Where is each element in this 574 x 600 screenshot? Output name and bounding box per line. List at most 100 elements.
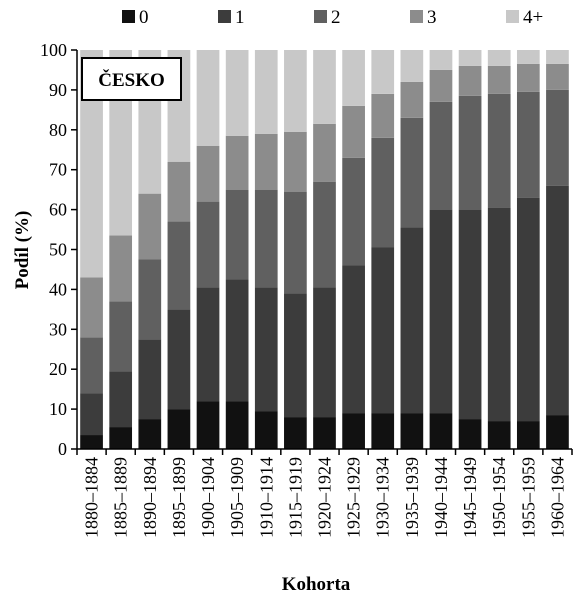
bar-2-2 (138, 259, 162, 340)
bar-0-13 (458, 419, 482, 449)
bar-3-10 (371, 93, 395, 138)
bar-3-14 (487, 65, 511, 94)
bar-3-16 (546, 63, 569, 90)
bar-2-8 (313, 181, 336, 288)
bar-4-7 (284, 50, 307, 132)
x-axis-title: Kohorta (282, 574, 351, 595)
bar-4-16 (546, 50, 569, 64)
y-axis-title: Podíl (%) (12, 211, 33, 290)
y-tick-label: 70 (49, 160, 67, 180)
bar-0-1 (109, 427, 133, 449)
bar-1-2 (138, 339, 162, 420)
panel-label: ČESKO (81, 57, 182, 101)
bar-3-4 (196, 145, 220, 202)
bar-3-8 (313, 123, 336, 182)
legend-label: 2 (331, 7, 341, 28)
bar-2-11 (400, 117, 424, 228)
bar-4-8 (313, 50, 336, 124)
x-tick-label: 1935–1939 (402, 457, 422, 538)
panel-label-text: ČESKO (98, 69, 165, 91)
legend-label: 0 (139, 7, 149, 28)
bar-4-12 (429, 50, 453, 70)
bar-3-5 (225, 135, 249, 190)
bar-2-7 (284, 191, 307, 294)
bar-1-7 (284, 293, 307, 418)
x-tick-label: 1905–1909 (227, 457, 247, 538)
bar-4-15 (516, 50, 540, 64)
bar-0-9 (342, 413, 365, 449)
bar-0-15 (516, 421, 540, 449)
bar-2-5 (225, 189, 249, 280)
bar-4-11 (400, 50, 424, 82)
bars (80, 50, 569, 449)
bar-2-4 (196, 201, 220, 288)
bar-2-0 (80, 337, 103, 394)
legend-swatch (506, 10, 519, 23)
bar-4-4 (196, 50, 220, 146)
bar-0-2 (138, 419, 162, 449)
bar-0-0 (80, 435, 103, 449)
legend-label: 1 (235, 7, 245, 28)
bar-3-3 (167, 161, 191, 222)
bar-2-9 (342, 157, 365, 266)
bar-3-13 (458, 65, 482, 96)
bar-4-13 (458, 50, 482, 66)
legend-swatch (122, 10, 135, 23)
y-tick-label: 50 (49, 240, 67, 260)
x-tick-label: 1945–1949 (460, 457, 480, 538)
bar-2-14 (487, 93, 511, 208)
x-tick-label: 1895–1899 (169, 457, 189, 538)
bar-3-12 (429, 69, 453, 102)
y-tick-label: 60 (49, 200, 67, 220)
y-tick-label: 0 (58, 439, 67, 459)
bar-4-5 (225, 50, 249, 136)
x-tick-label: 1890–1894 (140, 457, 160, 538)
bar-0-7 (284, 417, 307, 449)
bar-2-15 (516, 91, 540, 198)
bar-1-4 (196, 287, 220, 402)
bar-0-11 (400, 413, 424, 449)
bar-3-9 (342, 105, 365, 158)
bar-0-14 (487, 421, 511, 449)
legend-swatch (314, 10, 327, 23)
y-tick-label: 30 (49, 319, 67, 339)
y-tick-label: 20 (49, 359, 67, 379)
x-tick-label: 1955–1959 (518, 457, 538, 538)
y-tick-label: 40 (49, 279, 67, 299)
legend-label: 4+ (523, 7, 543, 28)
bar-4-14 (487, 50, 511, 66)
legend-swatch (410, 10, 423, 23)
x-tick-label: 1910–1914 (256, 457, 276, 538)
legend-swatch (218, 10, 231, 23)
bar-1-11 (400, 227, 424, 414)
bar-2-12 (429, 101, 453, 210)
bar-0-16 (546, 415, 569, 449)
y-tick-label: 80 (49, 120, 67, 140)
bar-2-1 (109, 301, 133, 372)
x-tick-label: 1880–1884 (82, 457, 102, 538)
bar-2-3 (167, 221, 191, 310)
bar-0-4 (196, 401, 220, 449)
x-tick-label: 1940–1944 (431, 457, 451, 538)
bar-3-0 (80, 277, 103, 338)
bar-1-13 (458, 209, 482, 420)
bar-2-10 (371, 137, 395, 248)
bar-1-9 (342, 265, 365, 414)
bar-1-1 (109, 371, 133, 428)
bar-1-14 (487, 207, 511, 422)
bar-1-15 (516, 197, 540, 422)
bar-0-12 (429, 413, 453, 449)
x-tick-label: 1900–1904 (198, 457, 218, 538)
bar-3-11 (400, 81, 424, 118)
bar-3-15 (516, 63, 540, 92)
x-tick-label: 1920–1924 (315, 457, 335, 538)
bar-4-10 (371, 50, 395, 94)
bar-4-6 (254, 50, 278, 134)
bar-0-5 (225, 401, 249, 449)
bar-1-12 (429, 209, 453, 414)
bar-4-0 (80, 50, 103, 278)
bar-1-0 (80, 393, 103, 436)
y-tick-label: 10 (49, 399, 67, 419)
x-tick-label: 1960–1964 (547, 457, 567, 538)
bar-2-16 (546, 89, 569, 186)
